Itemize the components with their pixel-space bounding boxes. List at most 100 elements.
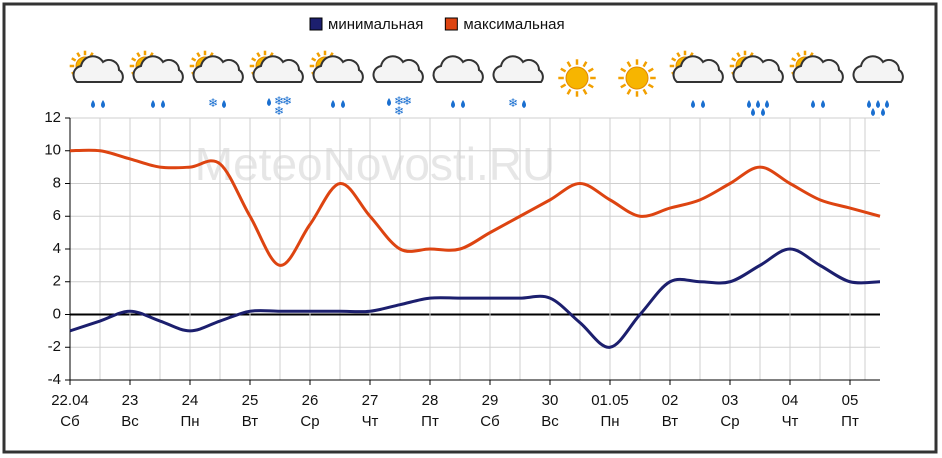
- sun-ray: [582, 88, 588, 95]
- sun-ray: [642, 88, 648, 95]
- watermark: MeteoNovosti.RU: [195, 138, 555, 190]
- x-tick-label: 23: [122, 392, 139, 409]
- rain-drop: [876, 100, 880, 108]
- rain-drop: [341, 100, 345, 108]
- rain-drop: [881, 108, 885, 116]
- weekday-label: Вт: [242, 413, 259, 430]
- weekday-label: Вс: [121, 413, 139, 430]
- rain-drop: [871, 108, 875, 116]
- legend-swatch: [309, 17, 323, 31]
- cloud: [852, 55, 904, 83]
- rain-drop: [267, 98, 271, 106]
- series-line: [69, 148, 881, 267]
- rain-drop: [756, 100, 760, 108]
- weekday-label: Ср: [720, 413, 739, 430]
- snowflake: ❄: [394, 94, 404, 108]
- sun-ray: [76, 52, 81, 58]
- y-tick-label: 8: [53, 174, 61, 191]
- sun-ray: [316, 52, 321, 58]
- sun-ray: [560, 67, 567, 73]
- legend-label: максимальная: [463, 16, 564, 33]
- sun-ray: [647, 67, 654, 73]
- sun-ray: [566, 61, 572, 68]
- y-tick-label: 12: [44, 109, 61, 126]
- x-tick-label: 01.05: [591, 392, 629, 409]
- x-tick-label: 24: [182, 392, 199, 409]
- sun-ray: [676, 52, 681, 58]
- rain-drop: [751, 108, 755, 116]
- legend-swatch: [444, 17, 458, 31]
- sun: [565, 66, 589, 90]
- x-tick-label: 05: [842, 392, 859, 409]
- cloud: [312, 55, 364, 83]
- rain-drop: [701, 100, 705, 108]
- snowflake: ❄: [274, 94, 284, 108]
- sun-ray: [671, 57, 677, 62]
- rain-drop: [811, 100, 815, 108]
- sun-ray: [587, 83, 594, 89]
- sun-ray: [736, 52, 741, 58]
- rain-drop: [451, 100, 455, 108]
- sun-ray: [136, 52, 141, 58]
- legend-label: минимальная: [328, 16, 423, 33]
- sun-ray: [620, 67, 627, 73]
- rain-drop: [387, 98, 391, 106]
- rain-drop: [765, 100, 769, 108]
- weekday-label: Чт: [362, 413, 379, 430]
- sun-ray: [791, 57, 797, 62]
- x-tick-label: 30: [542, 392, 559, 409]
- rain-drop: [161, 100, 165, 108]
- snowflake: ❄: [208, 96, 218, 110]
- sun-ray: [251, 57, 257, 62]
- sun-ray: [626, 88, 632, 95]
- y-tick-label: 2: [53, 273, 61, 290]
- y-tick-label: 6: [53, 207, 61, 224]
- sun-ray: [582, 61, 588, 68]
- x-tick-label: 28: [422, 392, 439, 409]
- cloud: [792, 55, 844, 83]
- weekday-label: Ср: [300, 413, 319, 430]
- rain-drop: [101, 100, 105, 108]
- sun-ray: [642, 61, 648, 68]
- sun-ray: [620, 83, 627, 89]
- rain-drop: [91, 100, 95, 108]
- sun-ray: [626, 61, 632, 68]
- x-tick-label: 04: [782, 392, 799, 409]
- sun-ray: [566, 88, 572, 95]
- sun: [625, 66, 649, 90]
- cloud: [372, 55, 424, 83]
- rain-drop: [691, 100, 695, 108]
- weather-icons: ❄ ❄❄❄❄❄❄❄: [69, 50, 904, 118]
- y-tick-label: 0: [53, 305, 61, 322]
- rain-drop: [331, 100, 335, 108]
- rain-drop: [151, 100, 155, 108]
- weekday-label: Пт: [421, 413, 439, 430]
- cloud: [192, 55, 244, 83]
- rain-drop: [867, 100, 871, 108]
- sun-ray: [191, 57, 197, 62]
- sun-ray: [731, 57, 737, 62]
- rain-drop: [222, 100, 226, 108]
- x-tick-label: 22.04: [51, 392, 89, 409]
- snowflake: ❄: [282, 94, 292, 108]
- sun-ray: [796, 52, 801, 58]
- rain-drop: [747, 100, 751, 108]
- y-tick-label: -4: [48, 371, 61, 388]
- weekday-label: Чт: [782, 413, 799, 430]
- x-tick-label: 26: [302, 392, 319, 409]
- snowflake: ❄: [274, 104, 284, 118]
- rain-drop: [885, 100, 889, 108]
- rain-drop: [461, 100, 465, 108]
- sun-ray: [311, 57, 317, 62]
- x-tick-label: 29: [482, 392, 499, 409]
- weekday-label: Пт: [841, 413, 859, 430]
- sun-ray: [256, 52, 261, 58]
- snowflake: ❄: [394, 104, 404, 118]
- rain-drop: [522, 100, 526, 108]
- x-tick-label: 25: [242, 392, 259, 409]
- sun-ray: [71, 57, 77, 62]
- weekday-label: Пн: [180, 413, 199, 430]
- y-tick-label: -2: [48, 338, 61, 355]
- sun-ray: [196, 52, 201, 58]
